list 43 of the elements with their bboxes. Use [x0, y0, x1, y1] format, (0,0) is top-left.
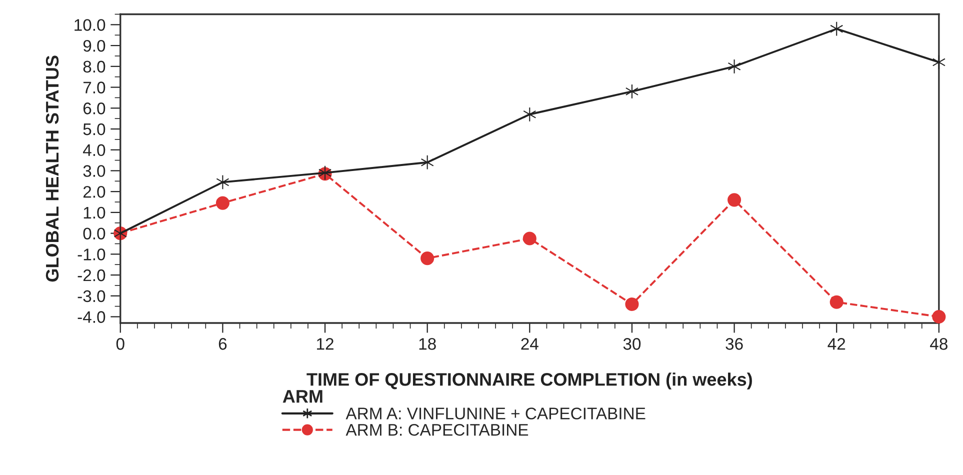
- point: [522, 232, 536, 246]
- legend-title: ARM: [282, 390, 322, 403]
- point: [932, 54, 946, 70]
- y-tick-label: -1.0: [78, 248, 106, 260]
- point: [216, 174, 230, 190]
- point: [625, 84, 638, 99]
- x-tick-label: 36: [726, 338, 743, 350]
- x-axis-title: TIME OF QUESTIONNAIRE COMPLETION (in weeks): [306, 372, 752, 390]
- x-tick-label: 12: [317, 338, 334, 350]
- point: [830, 295, 844, 309]
- point: [625, 297, 639, 311]
- x-tick-label: 0: [116, 338, 124, 350]
- point: [216, 196, 230, 210]
- y-tick-label: 3.0: [83, 165, 106, 177]
- y-tick-label: -4.0: [78, 311, 106, 323]
- y-tick-label: -3.0: [78, 290, 106, 302]
- point: [420, 154, 434, 170]
- legend-label: ARM B: CAPECITABINE: [346, 424, 528, 436]
- x-tick-label: 18: [419, 338, 436, 350]
- y-axis-title: GLOBAL HEALTH STATUS: [46, 56, 59, 282]
- point: [728, 58, 741, 74]
- y-tick-label: 8.0: [83, 60, 106, 73]
- legend-label: ARM A: VINFLUNINE + CAPECITABINE: [346, 408, 646, 420]
- point: [420, 252, 434, 266]
- y-tick-label: 1.0: [84, 206, 106, 219]
- y-tick-label: 7.0: [83, 82, 106, 94]
- y-tick-label: 0.0: [83, 228, 106, 240]
- y-tick-label: 2.0: [83, 186, 106, 198]
- x-tick-label: 30: [623, 338, 641, 350]
- x-tick-label: 24: [521, 338, 538, 350]
- y-tick-label: -2.0: [78, 269, 106, 282]
- x-tick-label: 48: [930, 338, 948, 350]
- y-tick-label: 10.0: [74, 19, 106, 31]
- point: [830, 21, 844, 36]
- point: [728, 193, 742, 207]
- y-tick-label: 5.0: [83, 123, 106, 136]
- y-tick-label: 4.0: [83, 144, 106, 156]
- point: [932, 310, 946, 324]
- x-tick-label: 42: [828, 338, 846, 350]
- x-tick-label: 6: [218, 338, 227, 350]
- point: [523, 106, 536, 122]
- y-tick-label: 6.0: [83, 102, 106, 114]
- y-tick-label: 9.0: [83, 40, 106, 52]
